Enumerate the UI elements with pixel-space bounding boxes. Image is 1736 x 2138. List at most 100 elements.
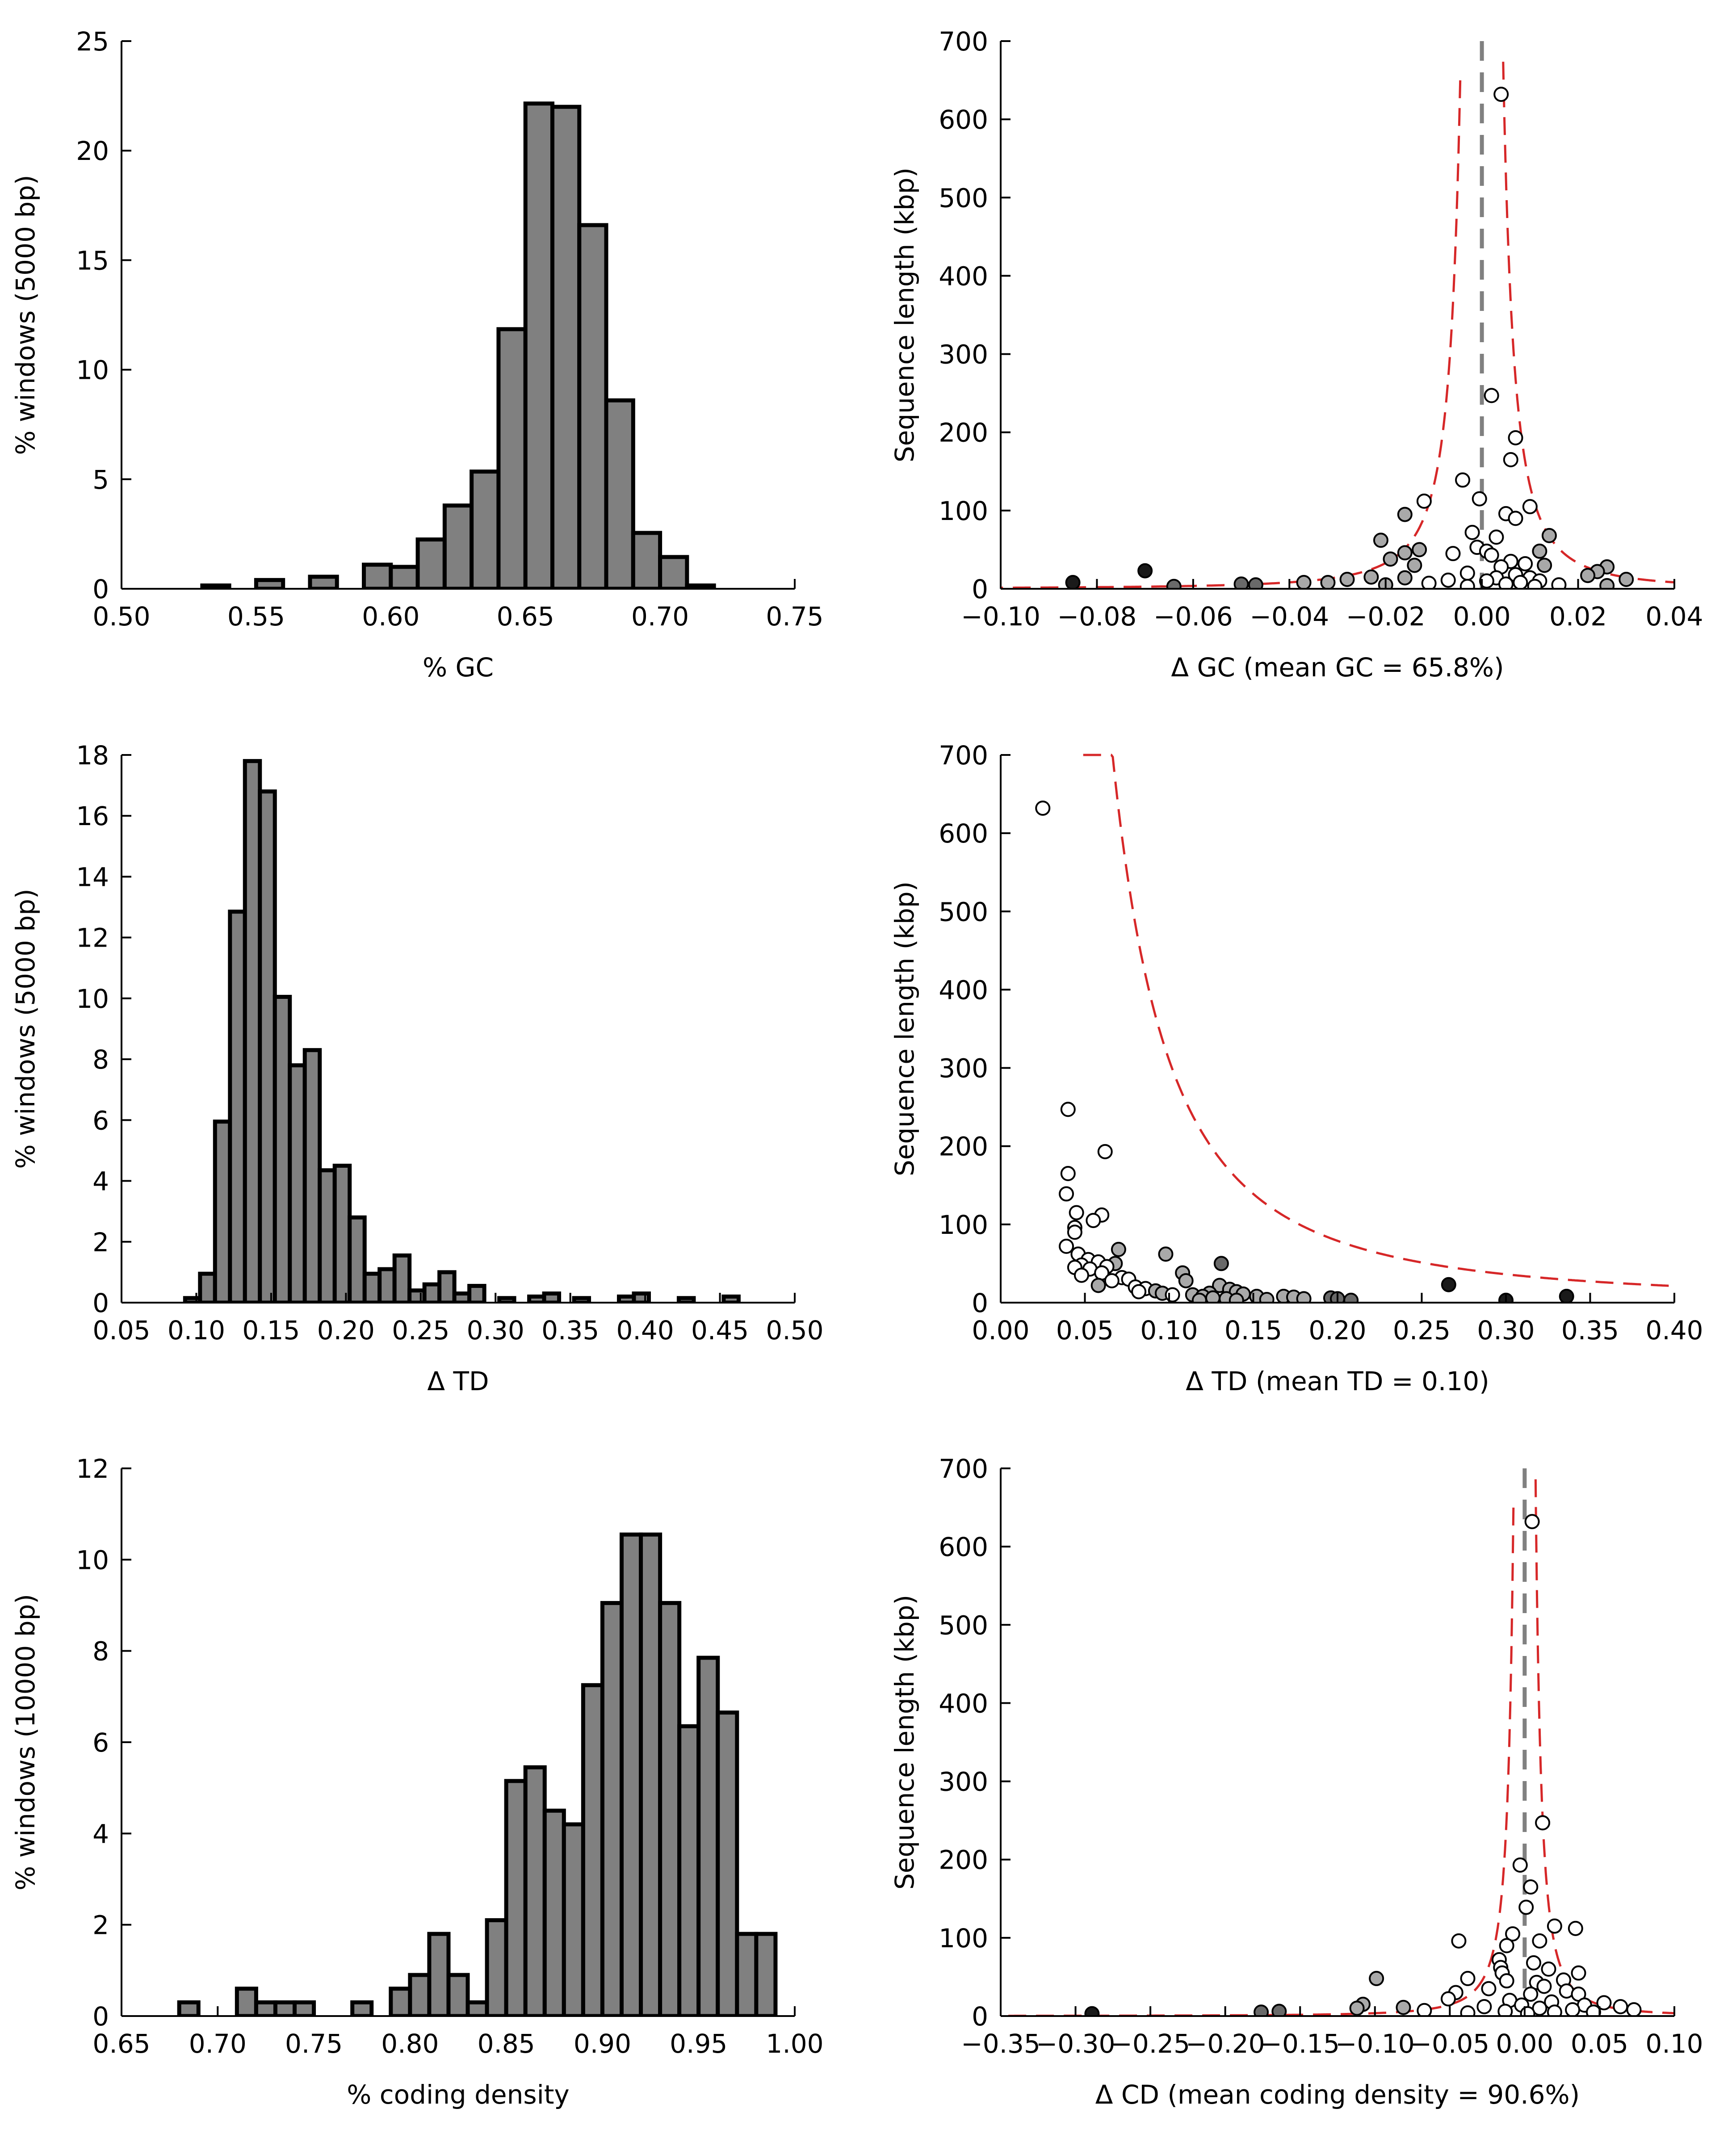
gc-scatter-point	[1166, 579, 1182, 589]
gc-scatter-point	[1383, 551, 1398, 567]
cd-scatter-point	[1499, 1938, 1514, 1954]
cd-histogram-y-tick-label: 0	[92, 2001, 109, 2032]
cd-scatter-point	[1440, 1991, 1456, 2007]
gc-histogram-bar	[550, 105, 582, 589]
cd-scatter-point	[1271, 2004, 1287, 2016]
gc-scatter-point	[1489, 529, 1504, 545]
cd-scatter-point	[1596, 1995, 1612, 2011]
cd-histogram-y-tick-label: 4	[92, 1819, 109, 1849]
cd-histogram-x-tick-label: 0.85	[478, 2029, 535, 2059]
cd-histogram-x-tick-label: 0.70	[189, 2029, 247, 2059]
gc-histogram-x-tick-label: 0.70	[631, 601, 689, 632]
td-scatter-y-tick-label: 0	[972, 1288, 988, 1318]
cd-histogram-y-tick-label: 6	[92, 1727, 109, 1758]
td-histogram-bar	[332, 1164, 352, 1303]
td-scatter-y-tick-label: 600	[939, 818, 988, 849]
gc-histogram-bar	[631, 531, 663, 589]
td-histogram-x-tick-label: 0.05	[92, 1315, 150, 1346]
gc-scatter-x-tick-label: −0.06	[1153, 601, 1233, 632]
cd-scatter-point	[1523, 1879, 1539, 1895]
td-scatter-point	[1097, 1144, 1113, 1159]
td-scatter-x-tick-label: 0.05	[1056, 1315, 1114, 1346]
cd-scatter-y-tick-label: 300	[939, 1767, 988, 1797]
gc-histogram-y-tick-label: 0	[92, 574, 109, 604]
gc-scatter-point	[1498, 576, 1514, 589]
gc-scatter-point	[1479, 573, 1494, 589]
gc-scatter-x-tick-label: −0.02	[1346, 601, 1426, 632]
gc-histogram-y-axis-label: % windows (5000 bp)	[10, 175, 41, 455]
td-scatter-x-tick-label: 0.20	[1308, 1315, 1366, 1346]
cd-scatter-point	[1254, 2004, 1269, 2016]
gc-scatter-point	[1248, 577, 1263, 589]
cd-histogram-bar	[235, 1987, 258, 2016]
gc-histogram-y-tick-label: 15	[76, 245, 109, 276]
cd-scatter-plot-area	[1001, 1468, 1674, 2016]
td-histogram-bar	[258, 789, 277, 1303]
gc-scatter-point	[1233, 576, 1249, 589]
cd-scatter-point	[1523, 1986, 1539, 2002]
td-histogram-plot-area	[183, 759, 741, 1303]
cd-histogram-bar	[389, 1987, 412, 2016]
gc-scatter-point	[1513, 574, 1528, 589]
gc-scatter-point	[1421, 575, 1437, 589]
td-histogram-bar	[422, 1282, 442, 1303]
td-histogram-bar	[348, 1215, 367, 1303]
cd-scatter-point	[1568, 1920, 1583, 1936]
cd-histogram-bar	[177, 2000, 201, 2016]
cd-scatter-point	[1369, 1970, 1384, 1986]
cd-histogram-bar	[408, 1973, 432, 2016]
td-histogram-bar	[362, 1271, 382, 1303]
cd-histogram-x-axis-label: % coding density	[347, 2079, 570, 2110]
td-histogram-y-tick-label: 4	[92, 1166, 109, 1197]
gc-histogram-panel: 0.50 0.55 0.60 0.65 0.70 0.75 0 5 10 15 20 25 % GC % …	[10, 26, 824, 683]
cd-histogram-x-tick-label: 1.00	[766, 2029, 823, 2059]
cd-histogram-bar	[677, 1724, 701, 2016]
cd-histogram-bar	[600, 1601, 624, 2016]
td-scatter-y-tick-label: 700	[939, 740, 988, 771]
gc-scatter-point	[1440, 572, 1456, 588]
gc-scatter-point	[1503, 452, 1518, 468]
cd-histogram-x-tick-label: 0.90	[574, 2029, 631, 2059]
td-histogram-bar	[407, 1288, 427, 1303]
td-histogram-y-axis-label: % windows (5000 bp)	[10, 889, 41, 1169]
gc-scatter-point	[1527, 579, 1543, 589]
td-histogram-y-tick-label: 14	[76, 862, 109, 892]
gc-histogram-bar	[577, 223, 608, 589]
td-histogram-bar	[721, 1294, 741, 1303]
td-scatter-point	[1441, 1277, 1456, 1292]
gc-scatter-envelope-line	[1001, 80, 1462, 589]
gc-scatter-point	[1455, 472, 1471, 488]
cd-scatter-point	[1505, 1926, 1521, 1942]
gc-scatter-point	[1532, 543, 1547, 559]
cd-histogram-bar	[696, 1656, 720, 2016]
td-scatter-x-tick-label: 0.15	[1224, 1315, 1282, 1346]
gc-scatter-y-tick-label: 300	[939, 340, 988, 370]
td-histogram-bar	[288, 1063, 307, 1303]
cd-histogram-bar	[658, 1601, 682, 2016]
gc-histogram-plot-area	[200, 101, 716, 589]
td-scatter-x-tick-label: 0.10	[1140, 1315, 1198, 1346]
td-histogram-x-tick-label: 0.50	[766, 1315, 823, 1346]
td-scatter-plot-area	[1035, 754, 1674, 1303]
td-histogram-x-tick-label: 0.40	[616, 1315, 674, 1346]
td-histogram-bar	[527, 1294, 546, 1303]
td-scatter-point	[1059, 1186, 1074, 1202]
td-histogram-bar	[542, 1291, 562, 1303]
gc-scatter-point	[1459, 565, 1475, 581]
gc-scatter-point	[1137, 563, 1153, 579]
td-scatter-point	[1213, 1256, 1229, 1271]
gc-scatter-point	[1464, 524, 1480, 540]
gc-scatter-point	[1508, 511, 1523, 526]
gc-scatter-x-axis-label: Δ GC (mean GC = 65.8%)	[1171, 652, 1504, 683]
gc-scatter-y-axis-label: Sequence length (kbp)	[889, 168, 920, 462]
cd-scatter-point	[1499, 1973, 1514, 1989]
td-scatter-point	[1059, 1238, 1074, 1254]
gc-scatter-panel: −0.10 −0.08 −0.06 −0.04 −0.02 0.00 0.02 0.04 0 10…	[889, 26, 1703, 683]
td-scatter-x-axis-label: Δ TD (mean TD = 0.10)	[1186, 1366, 1489, 1396]
gc-histogram-bar	[470, 470, 501, 589]
cd-histogram-y-tick-label: 8	[92, 1636, 109, 1667]
gc-histogram-bar	[496, 327, 528, 589]
cd-scatter-point	[1460, 1970, 1476, 1986]
td-scatter-x-tick-label: 0.30	[1477, 1315, 1535, 1346]
